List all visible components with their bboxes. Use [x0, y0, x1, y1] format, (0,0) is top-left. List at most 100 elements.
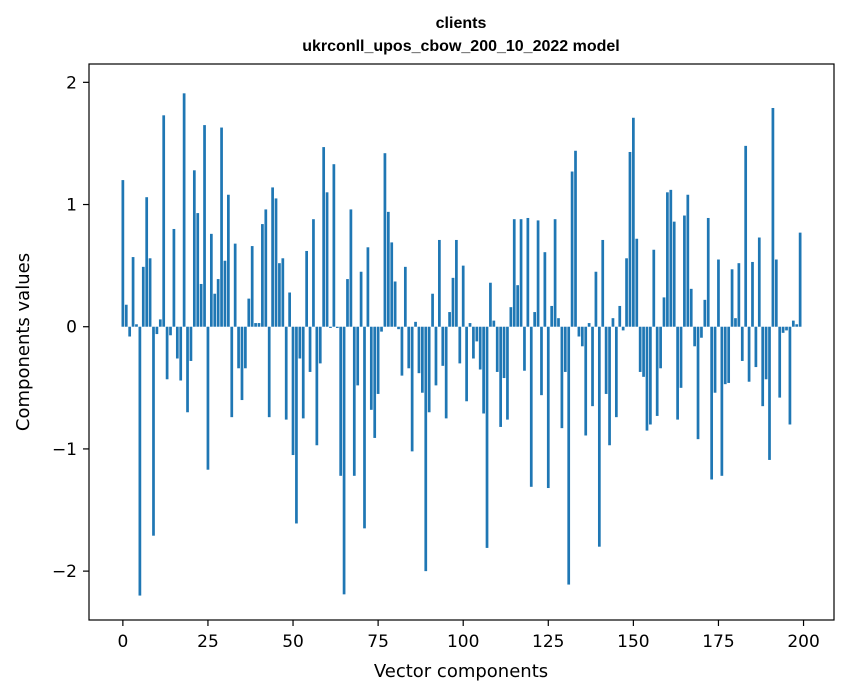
bar: [169, 326, 172, 336]
bar: [175, 326, 179, 359]
bar: [397, 326, 400, 330]
bar: [376, 326, 380, 394]
bar: [611, 318, 615, 327]
bar: [128, 326, 132, 337]
bar: [761, 326, 765, 407]
bar: [124, 304, 128, 327]
bar: [703, 299, 707, 327]
bar: [475, 326, 479, 342]
bar: [499, 326, 502, 427]
bar: [390, 242, 394, 327]
bar: [693, 326, 696, 347]
bar: [179, 326, 183, 381]
bar: [414, 321, 417, 327]
bar: [550, 305, 554, 327]
x-axis-label: Vector components: [374, 661, 548, 682]
bar: [795, 324, 799, 327]
bar: [465, 326, 468, 402]
bar: [536, 220, 540, 327]
bar: [148, 258, 152, 327]
bar: [649, 326, 652, 425]
bar: [186, 326, 189, 413]
bar: [632, 117, 635, 327]
bar: [332, 164, 336, 327]
bar: [669, 189, 673, 327]
bar: [618, 305, 622, 327]
bar: [509, 307, 513, 327]
y-tick-label: 0: [66, 318, 77, 338]
bar: [768, 326, 771, 460]
bar: [601, 239, 605, 327]
bar: [278, 263, 281, 327]
bar: [196, 213, 200, 327]
bar: [676, 326, 679, 420]
bar: [546, 326, 550, 489]
bar: [512, 219, 516, 327]
bar: [247, 298, 251, 327]
bar: [141, 266, 145, 327]
bar: [223, 260, 227, 327]
bar: [267, 326, 271, 418]
bar: [356, 326, 360, 386]
bar: [295, 326, 298, 524]
bar: [455, 239, 458, 327]
bar: [734, 318, 737, 327]
bar: [717, 259, 720, 327]
bar: [380, 326, 383, 332]
bar: [788, 326, 792, 425]
bar: [227, 194, 230, 327]
bar: [713, 326, 717, 393]
chart-subtitle: ukrconll_upos_cbow_200_10_2022 model: [302, 38, 619, 55]
bar: [754, 326, 758, 368]
bar: [274, 198, 278, 327]
bar: [131, 257, 135, 327]
bar: [158, 319, 162, 327]
bar: [710, 326, 714, 480]
bar: [335, 326, 339, 328]
bar: [410, 326, 414, 452]
bar: [577, 326, 581, 337]
y-tick-label: 1: [66, 196, 77, 216]
bar: [778, 326, 782, 398]
bar: [155, 326, 159, 335]
bar: [737, 263, 741, 327]
bar: [288, 292, 291, 327]
x-tick-label: 50: [282, 632, 304, 652]
bar: [526, 217, 530, 327]
y-tick-label: 2: [66, 73, 77, 93]
bar: [152, 326, 155, 536]
bar: [468, 323, 472, 327]
bar: [798, 232, 802, 327]
bar: [533, 312, 537, 327]
bar: [791, 320, 795, 327]
x-tick-label: 100: [447, 632, 479, 652]
bar: [744, 145, 748, 327]
bar: [421, 326, 424, 393]
bar: [706, 217, 710, 327]
bar: [244, 326, 247, 369]
bar: [369, 326, 373, 410]
bar: [614, 326, 618, 418]
bar: [342, 326, 346, 595]
bar: [359, 271, 363, 327]
bar: [192, 170, 196, 327]
x-tick-label: 150: [617, 632, 649, 652]
bar: [441, 326, 445, 366]
bar: [604, 326, 608, 394]
bar: [291, 326, 295, 456]
bar: [138, 326, 142, 596]
x-tick-label: 200: [787, 632, 819, 652]
bar: [240, 326, 244, 401]
bar: [220, 127, 223, 327]
bar: [434, 326, 438, 386]
y-tick-label: −1: [52, 440, 77, 460]
bar: [315, 326, 319, 446]
x-tick-label: 75: [367, 632, 389, 652]
bar: [495, 326, 499, 372]
bar: [431, 293, 434, 327]
bar: [492, 320, 496, 327]
bar: [683, 215, 686, 327]
bar: [407, 326, 411, 369]
bar: [666, 192, 669, 327]
bar: [366, 247, 370, 327]
